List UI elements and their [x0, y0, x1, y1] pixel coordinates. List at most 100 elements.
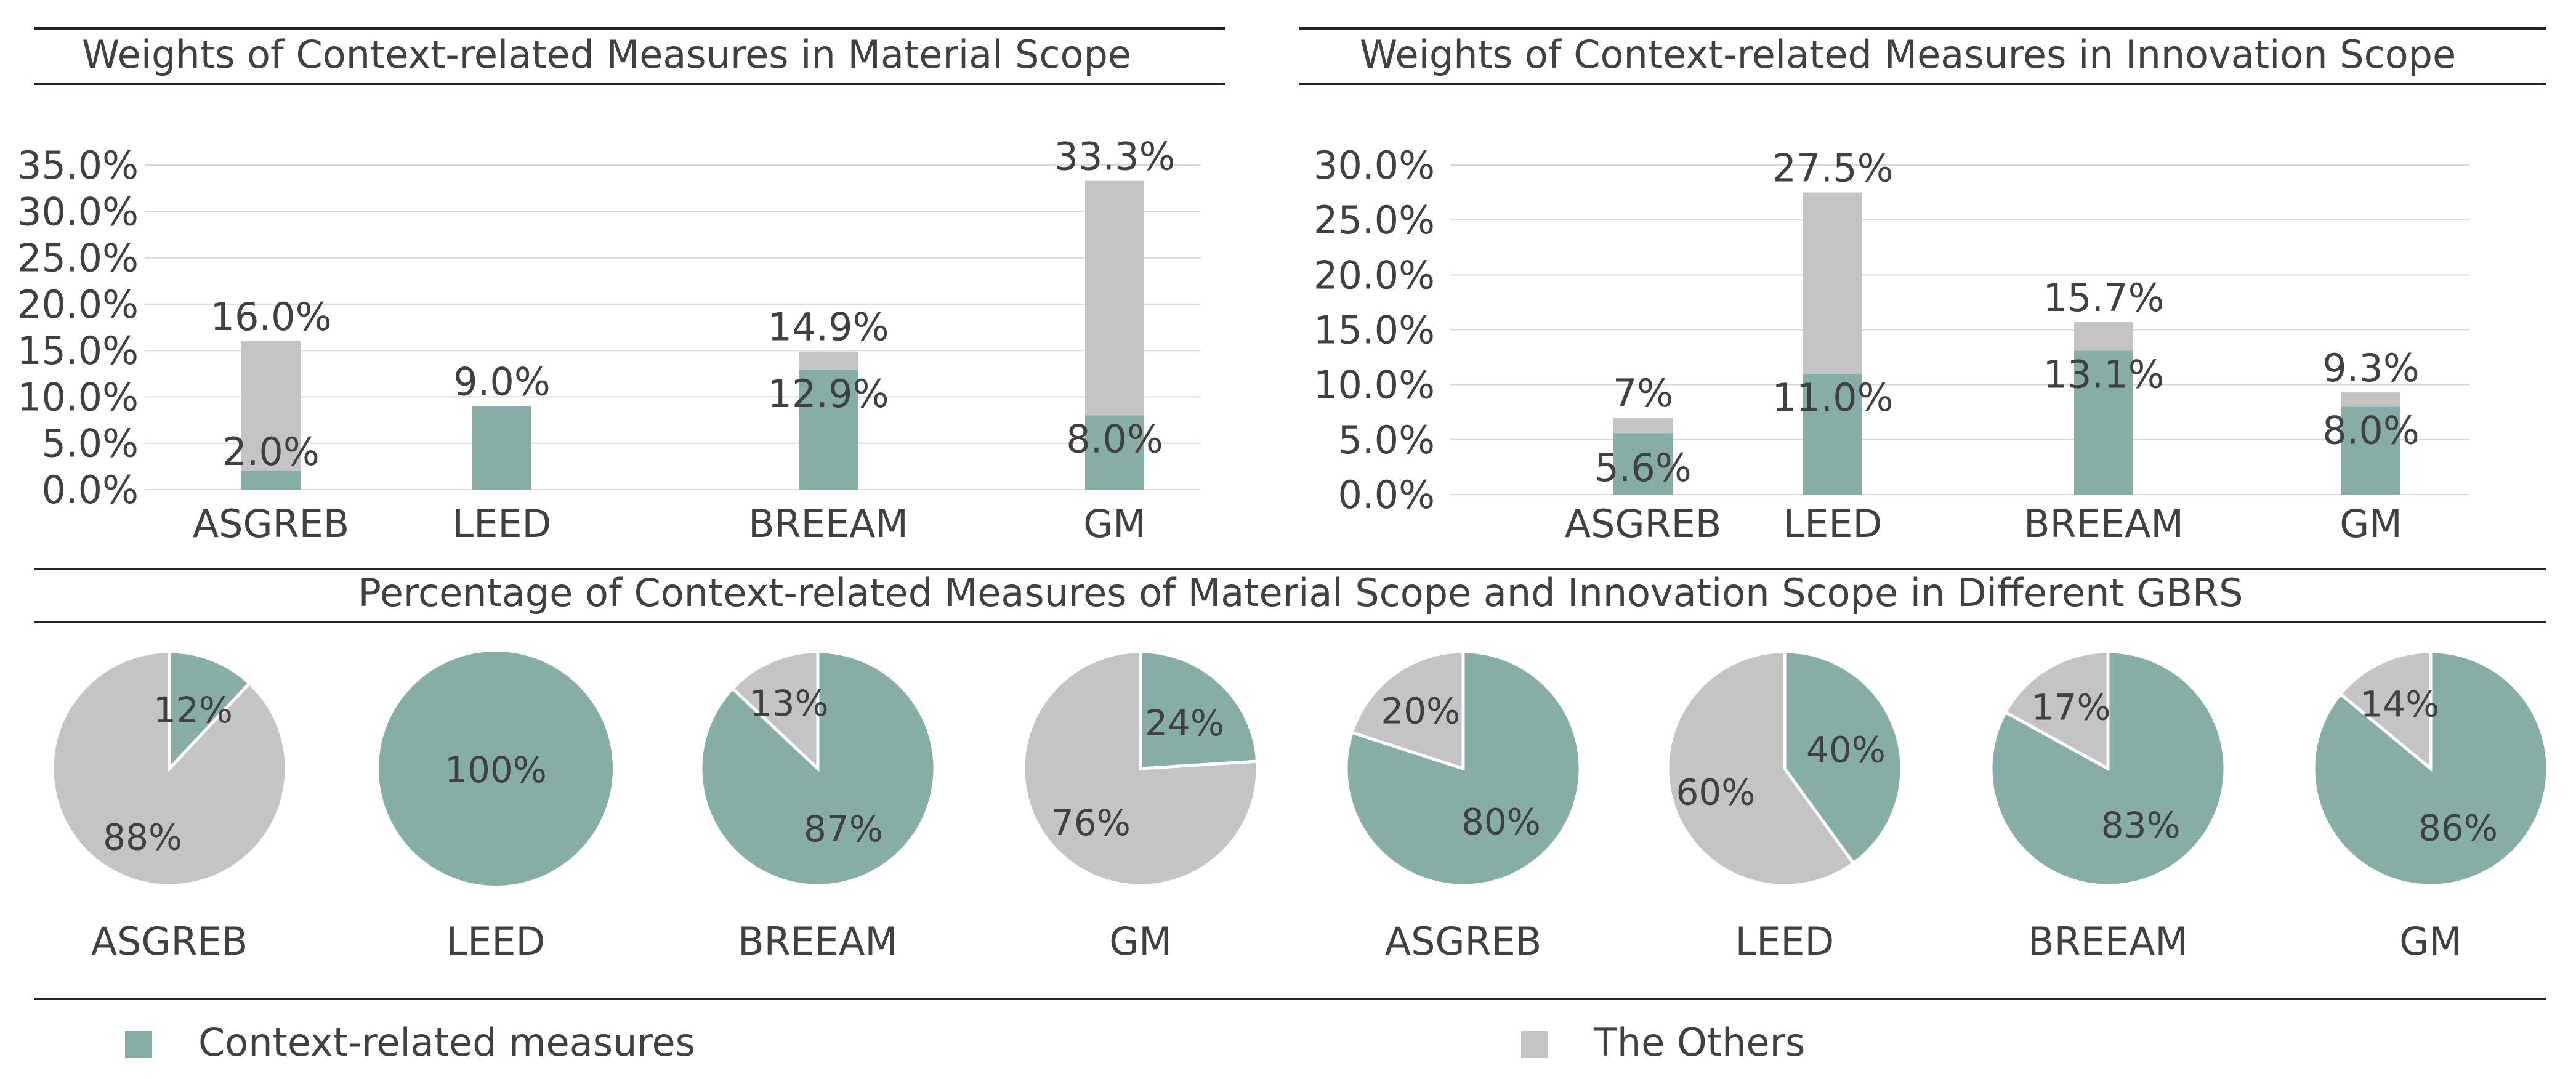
x-category-label: LEED	[1783, 501, 1883, 546]
pie-label-context: 100%	[445, 749, 547, 791]
y-tick-label: 10.0%	[1314, 363, 1435, 408]
y-tick-label: 15.0%	[17, 328, 139, 373]
x-category-label: BREEAM	[2024, 501, 2184, 546]
pie-section-title: Percentage of Context-related Measures o…	[358, 570, 2243, 615]
bar-others-asgreb	[241, 341, 301, 471]
pie-category-label: ASGREB	[91, 919, 248, 964]
pie-label-context: 24%	[1145, 702, 1224, 744]
innovation-bar-chart: 0.0% 5.0% 10.0% 15.0% 20.0% 25.0% 30.0% 7% 5.6% A…	[1314, 143, 2469, 546]
y-tick-label: 25.0%	[17, 236, 139, 281]
pie-slice-context	[1783, 650, 1904, 866]
bar-others-asgreb	[1613, 418, 1673, 434]
y-tick-label: 30.0%	[17, 189, 139, 234]
pie-slice-others	[50, 650, 288, 887]
pie-category-label: BREEAM	[738, 919, 898, 964]
pie-slice-context	[1139, 650, 1259, 770]
divider-lines	[34, 27, 2546, 1000]
bar-total-label: 9.3%	[2322, 346, 2420, 390]
pie-label-context: 86%	[2418, 807, 2498, 849]
y-tick-label: 20.0%	[17, 282, 139, 327]
pie-label-others: 13%	[749, 682, 829, 724]
y-tick-label: 25.0%	[1314, 198, 1435, 243]
bar-total-label: 15.7%	[2043, 275, 2165, 320]
pie-category-label: LEED	[1735, 919, 1835, 964]
bar-context-label: 8.0%	[1066, 417, 1163, 462]
legend: Context-related measures The Others	[125, 1020, 1805, 1065]
bar-context-gm	[2341, 406, 2400, 495]
pie-label-others: 14%	[2360, 683, 2439, 725]
pie-slice-others	[2338, 650, 2433, 772]
pie-slice-context	[168, 650, 252, 773]
bar-others-gm	[2341, 392, 2400, 407]
bar-total-label: 27.5%	[1772, 146, 1894, 191]
pie-label-others: 76%	[1051, 802, 1131, 844]
pie-slice-others	[1350, 650, 1465, 771]
pie-label-others: 88%	[103, 817, 182, 859]
material-chart-title: Weights of Context-related Measures in M…	[82, 32, 1131, 77]
x-category-label: LEED	[453, 501, 552, 546]
bar-context-label: 8.0%	[2322, 408, 2420, 453]
bar-total-label: 7%	[1613, 371, 1673, 416]
bar-total-label: 9.0%	[453, 359, 551, 404]
innovation-chart-title: Weights of Context-related Measures in I…	[1360, 32, 2456, 77]
bar-others-gm	[1085, 180, 1144, 416]
bar-others-breeam	[799, 351, 858, 370]
pie-category-label: GM	[2399, 919, 2462, 964]
bar-context-asgreb	[1613, 433, 1673, 495]
y-tick-label: 10.0%	[17, 374, 139, 419]
legend-label-context: Context-related measures	[198, 1020, 695, 1065]
pie-label-context: 12%	[153, 689, 233, 731]
pie-label-others: 20%	[1381, 690, 1460, 732]
x-category-label: BREEAM	[748, 501, 908, 546]
bar-context-leed	[472, 406, 531, 490]
bar-context-label: 12.9%	[768, 371, 889, 416]
pie-label-context: 80%	[1461, 801, 1541, 843]
x-category-label: ASGREB	[193, 501, 350, 546]
y-tick-label: 15.0%	[1314, 308, 1435, 353]
legend-swatch-context	[125, 1031, 152, 1058]
bar-context-leed	[1803, 373, 1862, 495]
bar-total-label: 16.0%	[211, 294, 332, 339]
pie-label-others: 17%	[2032, 687, 2111, 729]
pie-slice-others	[730, 650, 820, 772]
y-tick-label: 35.0%	[17, 143, 139, 188]
y-tick-label: 30.0%	[1314, 143, 1435, 188]
y-tick-label: 20.0%	[1314, 253, 1435, 297]
bar-context-asgreb	[241, 471, 301, 490]
pie-label-others: 60%	[1676, 771, 1756, 813]
bar-context-gm	[1085, 415, 1144, 490]
bar-total-label: 33.3%	[1054, 134, 1176, 179]
material-bar-chart: 0.0%5.0%10.0%15.0%20.0%25.0%30.0%35.0% 16…	[17, 134, 1201, 546]
x-category-label: GM	[1083, 501, 1146, 546]
bar-context-label: 5.6%	[1594, 445, 1692, 490]
bar-total-label: 14.9%	[768, 305, 889, 350]
bar-context-breeam	[799, 370, 858, 490]
y-tick-label: 0.0%	[1338, 472, 1435, 517]
pie-slice-others	[1666, 650, 1856, 887]
y-tick-label: 0.0%	[41, 467, 139, 512]
bar-context-label: 11.0%	[1772, 375, 1894, 420]
bar-others-breeam	[2074, 322, 2133, 351]
pie-chart-row: 12% 88% ASGREB 100% LEED 87% 13% BREEAM 24% 76% GM…	[50, 650, 2550, 964]
y-tick-label: 5.0%	[41, 421, 139, 466]
pie-label-context: 87%	[804, 808, 883, 850]
x-category-label: GM	[2340, 501, 2402, 546]
bar-context-label: 13.1%	[2043, 352, 2165, 397]
y-tick-label: 5.0%	[1338, 418, 1435, 463]
bar-context-label: 2.0%	[222, 429, 320, 474]
pie-category-label: ASGREB	[1385, 919, 1542, 964]
pie-slice-context	[379, 652, 613, 886]
pie-slice-others	[2003, 650, 2110, 772]
pie-label-context: 40%	[1806, 729, 1886, 771]
x-category-label: ASGREB	[1565, 501, 1722, 546]
bar-context-breeam	[2074, 350, 2133, 495]
pie-slice-others	[1022, 650, 1259, 887]
pie-category-label: LEED	[446, 919, 546, 964]
legend-label-others: The Others	[1593, 1020, 1805, 1065]
pie-category-label: BREEAM	[2028, 919, 2188, 964]
legend-swatch-others	[1521, 1031, 1548, 1058]
bar-others-leed	[1803, 192, 1862, 374]
pie-label-context: 83%	[2101, 804, 2181, 846]
pie-category-label: GM	[1109, 919, 1172, 964]
